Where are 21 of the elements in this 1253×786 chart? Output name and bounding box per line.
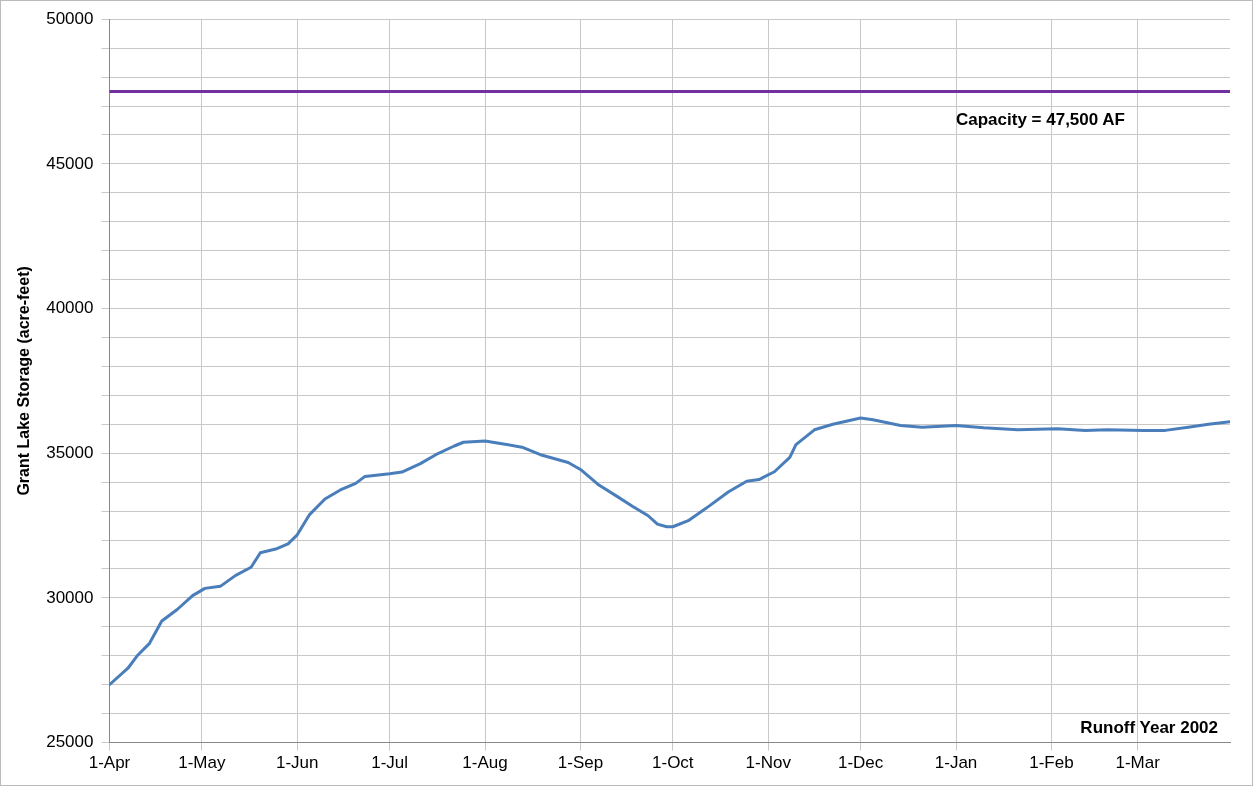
y-tick-label: 50000 bbox=[46, 8, 94, 28]
y-tick-label: 35000 bbox=[46, 442, 94, 462]
x-tick-label: 1-Feb bbox=[1029, 753, 1074, 773]
x-tick-label: 1-Dec bbox=[837, 753, 884, 773]
x-tick-label: 1-Aug bbox=[462, 753, 508, 773]
x-tick-label: 1-Jun bbox=[275, 753, 319, 773]
y-tick-label: 30000 bbox=[46, 587, 94, 607]
x-tick-label: 1-Apr bbox=[88, 753, 131, 773]
x-tick-label: 1-May bbox=[178, 753, 226, 773]
y-tick-label: 40000 bbox=[46, 298, 94, 318]
y-tick-label: 45000 bbox=[46, 153, 94, 173]
ref-line-label: Capacity = 47,500 AF bbox=[956, 110, 1125, 130]
y-tick-label: 25000 bbox=[46, 732, 94, 752]
x-tick-label: 1-Jan bbox=[934, 753, 978, 773]
x-tick-label: 1-Jul bbox=[371, 753, 409, 773]
x-tick-label: 1-Nov bbox=[745, 753, 792, 773]
x-tick-label: 1-Sep bbox=[557, 753, 604, 773]
x-tick-label: 1-Mar bbox=[1115, 753, 1161, 773]
y-axis-title: Grant Lake Storage (acre-feet) bbox=[15, 266, 33, 496]
annotation: Runoff Year 2002 bbox=[1080, 717, 1218, 737]
x-tick-label: 1-Oct bbox=[652, 753, 694, 773]
